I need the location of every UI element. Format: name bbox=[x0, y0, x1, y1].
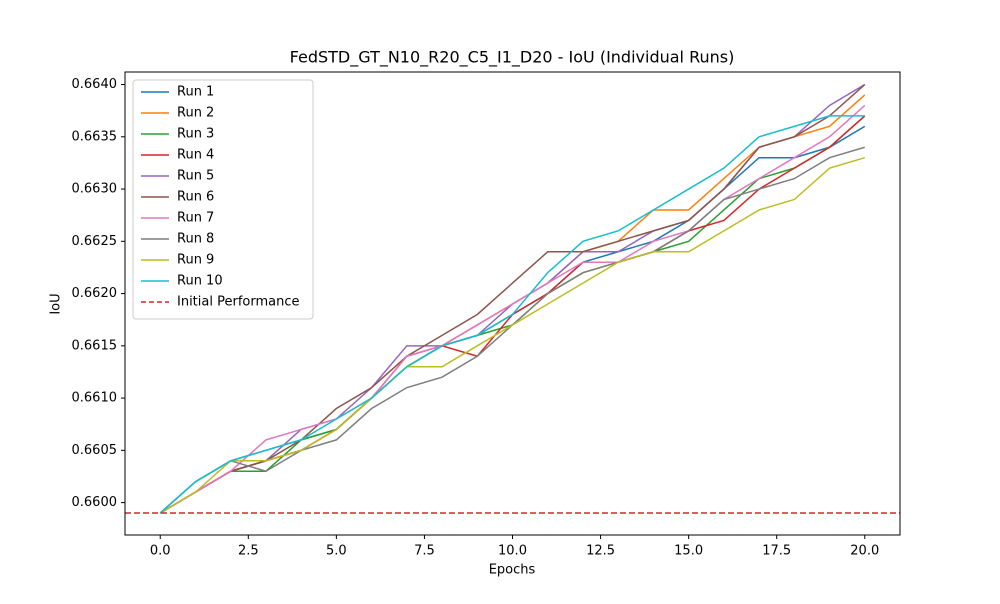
x-tick-label: 7.5 bbox=[414, 544, 435, 559]
plot-frame bbox=[124, 71, 901, 536]
legend-label: Run 6 bbox=[177, 190, 214, 205]
y-tick-label: 0.6625 bbox=[72, 234, 118, 249]
series-line bbox=[159, 104, 866, 514]
x-tick-label: 2.5 bbox=[238, 544, 259, 559]
legend-label: Run 8 bbox=[177, 232, 214, 247]
y-tick-label: 0.6640 bbox=[72, 77, 118, 92]
y-tick-label: 0.6620 bbox=[72, 286, 118, 301]
series-line bbox=[159, 83, 866, 514]
x-tick-label: 0.0 bbox=[150, 544, 171, 559]
series-line bbox=[159, 115, 865, 514]
legend-label: Run 10 bbox=[177, 274, 223, 289]
x-tick-label: 15.0 bbox=[674, 544, 703, 559]
y-axis-label: IoU bbox=[49, 293, 64, 314]
legend-label: Run 4 bbox=[177, 148, 214, 163]
chart-title: FedSTD_GT_N10_R20_C5_I1_D20 - IoU (Indiv… bbox=[290, 48, 735, 68]
legend-label: Run 7 bbox=[177, 211, 214, 226]
x-tick-label: 5.0 bbox=[326, 544, 347, 559]
y-tick-label: 0.6610 bbox=[72, 391, 118, 406]
x-tick-label: 10.0 bbox=[498, 544, 527, 559]
legend-box bbox=[132, 79, 314, 320]
legend-label: Run 1 bbox=[177, 85, 214, 100]
x-tick-label: 20.0 bbox=[850, 544, 879, 559]
legend-label: Initial Performance bbox=[177, 295, 299, 310]
x-axis-label: Epochs bbox=[489, 563, 536, 578]
y-tick-label: 0.6630 bbox=[72, 182, 118, 197]
y-tick-label: 0.6635 bbox=[72, 129, 118, 144]
x-tick-label: 12.5 bbox=[586, 544, 615, 559]
y-tick-label: 0.6615 bbox=[72, 338, 118, 353]
series-line bbox=[159, 156, 865, 514]
y-tick-label: 0.6600 bbox=[72, 495, 118, 510]
legend-label: Run 5 bbox=[177, 169, 214, 184]
legend-label: Run 2 bbox=[177, 106, 214, 121]
x-tick-label: 17.5 bbox=[762, 544, 791, 559]
y-tick-label: 0.6605 bbox=[72, 443, 118, 458]
legend-label: Run 9 bbox=[177, 253, 214, 268]
legend-label: Run 3 bbox=[177, 127, 214, 142]
